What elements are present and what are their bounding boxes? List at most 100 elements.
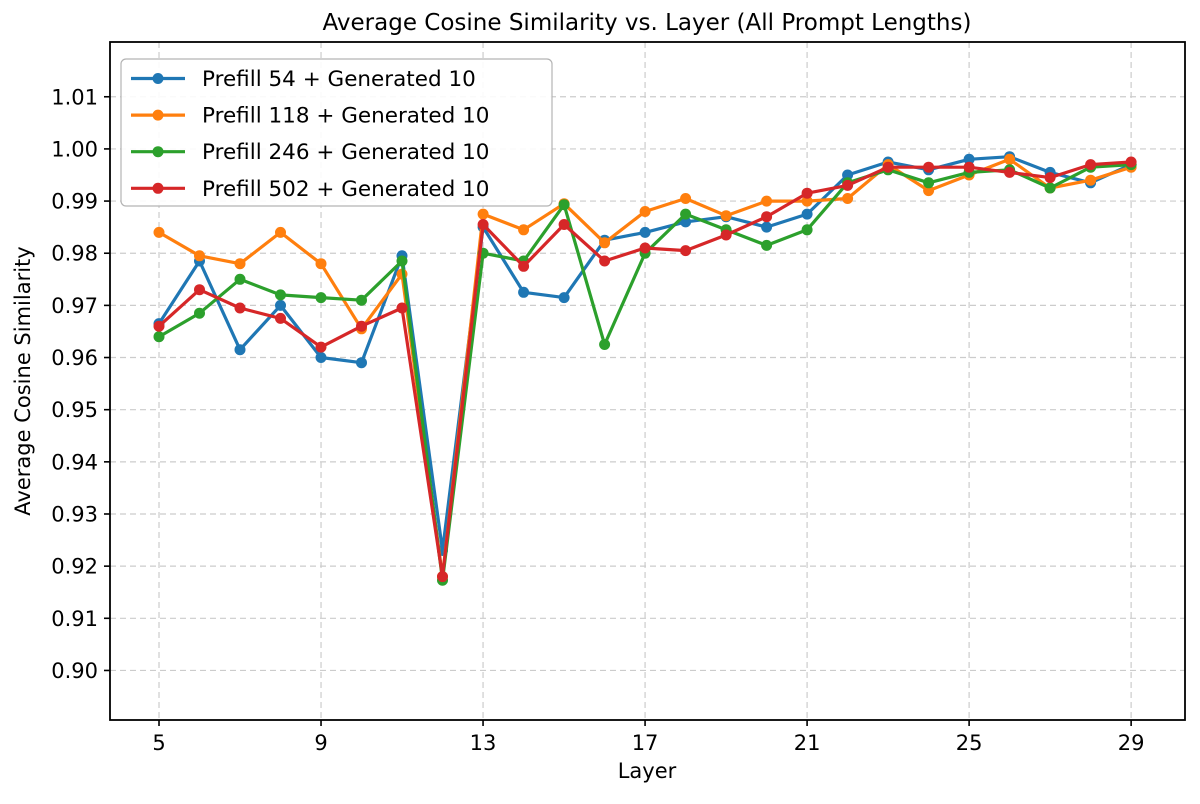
data-point — [275, 289, 286, 301]
y-tick-label: 0.99 — [51, 190, 98, 214]
legend-label: Prefill 246 + Generated 10 — [202, 140, 489, 165]
data-point — [477, 208, 489, 220]
data-point — [518, 286, 530, 298]
legend-label: Prefill 502 + Generated 10 — [202, 177, 489, 202]
grid-lines — [110, 42, 1185, 720]
data-point — [153, 320, 165, 332]
data-point — [1125, 156, 1137, 168]
data-point — [801, 195, 813, 207]
plot-border — [109, 41, 1186, 721]
y-tick-label: 0.96 — [51, 346, 98, 370]
data-point — [801, 208, 813, 220]
data-point — [639, 226, 651, 238]
x-tick-label: 29 — [1118, 731, 1145, 755]
data-point — [315, 341, 327, 353]
data-point — [599, 339, 611, 350]
data-point — [639, 242, 651, 254]
data-point — [801, 187, 813, 199]
data-point — [356, 320, 367, 332]
data-point — [680, 193, 692, 204]
data-series — [153, 153, 1137, 583]
data-point — [761, 221, 773, 233]
data-point — [234, 302, 246, 314]
x-tick-label: 25 — [956, 731, 983, 755]
data-point — [437, 571, 448, 583]
data-point — [194, 284, 205, 296]
y-tick-label: 0.98 — [51, 242, 98, 266]
y-tick-label: 0.92 — [51, 555, 98, 579]
data-point — [923, 185, 935, 197]
legend-marker — [152, 109, 164, 121]
x-axis-label: Layer — [618, 759, 677, 783]
data-point — [882, 161, 894, 173]
data-point — [356, 294, 367, 306]
data-point — [558, 219, 570, 230]
legend-label: Prefill 54 + Generated 10 — [202, 67, 476, 92]
data-point — [963, 161, 975, 173]
data-point — [680, 216, 692, 228]
data-point — [1085, 159, 1097, 171]
data-point — [194, 307, 205, 319]
y-tick-label: 0.93 — [51, 502, 98, 526]
data-point — [801, 224, 813, 236]
legend-marker — [152, 146, 164, 158]
data-point — [1044, 172, 1056, 184]
x-tick-label: 5 — [152, 731, 165, 755]
data-point — [315, 258, 327, 270]
data-point — [761, 195, 773, 207]
y-tick-label: 0.91 — [51, 607, 98, 631]
chart-title: Average Cosine Similarity vs. Layer (All… — [323, 10, 972, 36]
x-tick-label: 21 — [794, 731, 821, 755]
legend-label: Prefill 118 + Generated 10 — [202, 104, 489, 129]
data-point — [518, 224, 530, 236]
data-point — [680, 245, 692, 257]
x-tick-label: 17 — [632, 731, 659, 755]
data-point — [275, 226, 286, 238]
data-point — [396, 302, 408, 314]
data-point — [153, 331, 165, 343]
data-point — [275, 299, 286, 311]
data-point — [599, 255, 611, 267]
data-point — [923, 161, 935, 173]
y-tick-label: 1.01 — [51, 85, 98, 109]
data-point — [1085, 174, 1097, 186]
data-point — [680, 208, 692, 220]
x-tick-label: 13 — [470, 731, 497, 755]
data-point — [842, 169, 854, 181]
data-point — [234, 344, 246, 356]
data-point — [396, 255, 408, 267]
data-point — [842, 193, 854, 204]
y-tick-label: 0.90 — [51, 659, 98, 683]
legend-box — [120, 58, 553, 207]
data-point — [518, 260, 530, 272]
data-point — [963, 153, 975, 165]
data-point — [194, 250, 205, 262]
data-point — [761, 239, 773, 251]
y-axis-label: Average Cosine Similarity — [11, 246, 35, 515]
data-point — [356, 357, 367, 369]
y-tick-label: 0.97 — [51, 294, 98, 318]
data-point — [599, 237, 611, 249]
data-point — [234, 273, 246, 285]
data-series-layer — [153, 151, 1137, 586]
axis-ticks: 0.90 0.91 0.92 0.93 0.94 0.95 0.96 0.97 0.98 0.99… — [51, 85, 1144, 755]
data-point — [720, 229, 732, 241]
data-point — [761, 211, 773, 223]
data-point — [153, 226, 165, 238]
legend-marker — [152, 73, 164, 84]
y-tick-label: 0.94 — [51, 450, 98, 474]
data-point — [923, 177, 935, 189]
data-point — [1004, 153, 1016, 165]
data-point — [315, 352, 327, 363]
data-point — [1044, 182, 1056, 194]
y-tick-label: 1.00 — [51, 137, 98, 161]
data-point — [315, 292, 327, 304]
data-point — [842, 179, 854, 191]
data-point — [639, 206, 651, 217]
legend: Prefill 54 + Generated 10 Prefill 118 + G… — [120, 58, 553, 207]
legend-marker — [152, 182, 164, 194]
data-point — [234, 258, 246, 270]
data-point — [720, 210, 732, 222]
